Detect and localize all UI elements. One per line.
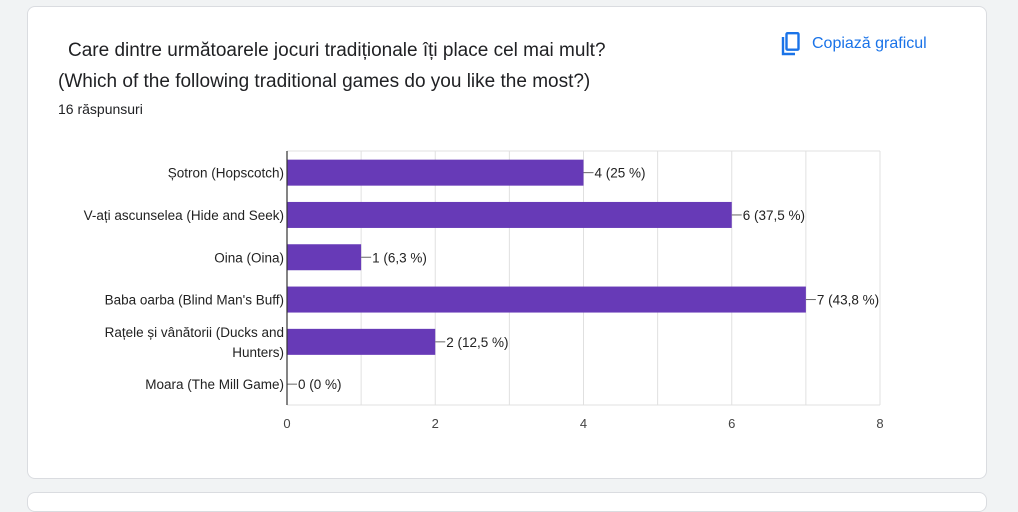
category-label: Moara (The Mill Game)	[145, 377, 284, 392]
category-label: Șotron (Hopscotch)	[168, 166, 284, 181]
data-label: 0 (0 %)	[298, 377, 342, 392]
x-tick-label: 0	[283, 416, 290, 431]
category-label: Rațele și vânătorii (Ducks and	[105, 325, 284, 340]
copy-icon	[781, 32, 800, 56]
data-label: 1 (6,3 %)	[372, 250, 427, 265]
question-title-line1: Care dintre următoarele jocuri tradițion…	[68, 40, 606, 61]
question-title: Care dintre următoarele jocuri tradițion…	[58, 35, 738, 97]
data-label: 2 (12,5 %)	[446, 335, 508, 350]
x-tick-label: 4	[580, 416, 587, 431]
question-card: Care dintre următoarele jocuri tradițion…	[27, 6, 987, 479]
x-tick-label: 6	[728, 416, 735, 431]
x-tick-label: 2	[432, 416, 439, 431]
copy-chart-label: Copiază graficul	[812, 35, 927, 52]
bar	[287, 201, 732, 228]
x-tick-label: 8	[876, 416, 883, 431]
bar-chart: 0 2 4 6 8 Șotron (Hopscotch) 4 (25 %) V-ați asc…	[84, 150, 884, 431]
data-label: 7 (43,8 %)	[817, 293, 879, 308]
data-label: 6 (37,5 %)	[743, 208, 805, 223]
bar	[287, 286, 806, 313]
bar	[287, 159, 584, 186]
bar	[287, 244, 362, 271]
category-label: Baba oarba (Blind Man's Buff)	[105, 293, 284, 308]
next-card	[27, 492, 987, 512]
category-label: Hunters)	[232, 345, 284, 360]
data-label: 4 (25 %)	[595, 166, 646, 181]
copy-chart-button[interactable]: Copiază graficul	[778, 31, 927, 57]
question-title-line2: (Which of the following traditional game…	[58, 71, 591, 92]
response-count: 16 răspunsuri	[58, 101, 143, 117]
category-label: Oina (Oina)	[214, 250, 284, 265]
bar	[287, 328, 436, 355]
category-label: V-ați ascunselea (Hide and Seek)	[84, 208, 284, 223]
